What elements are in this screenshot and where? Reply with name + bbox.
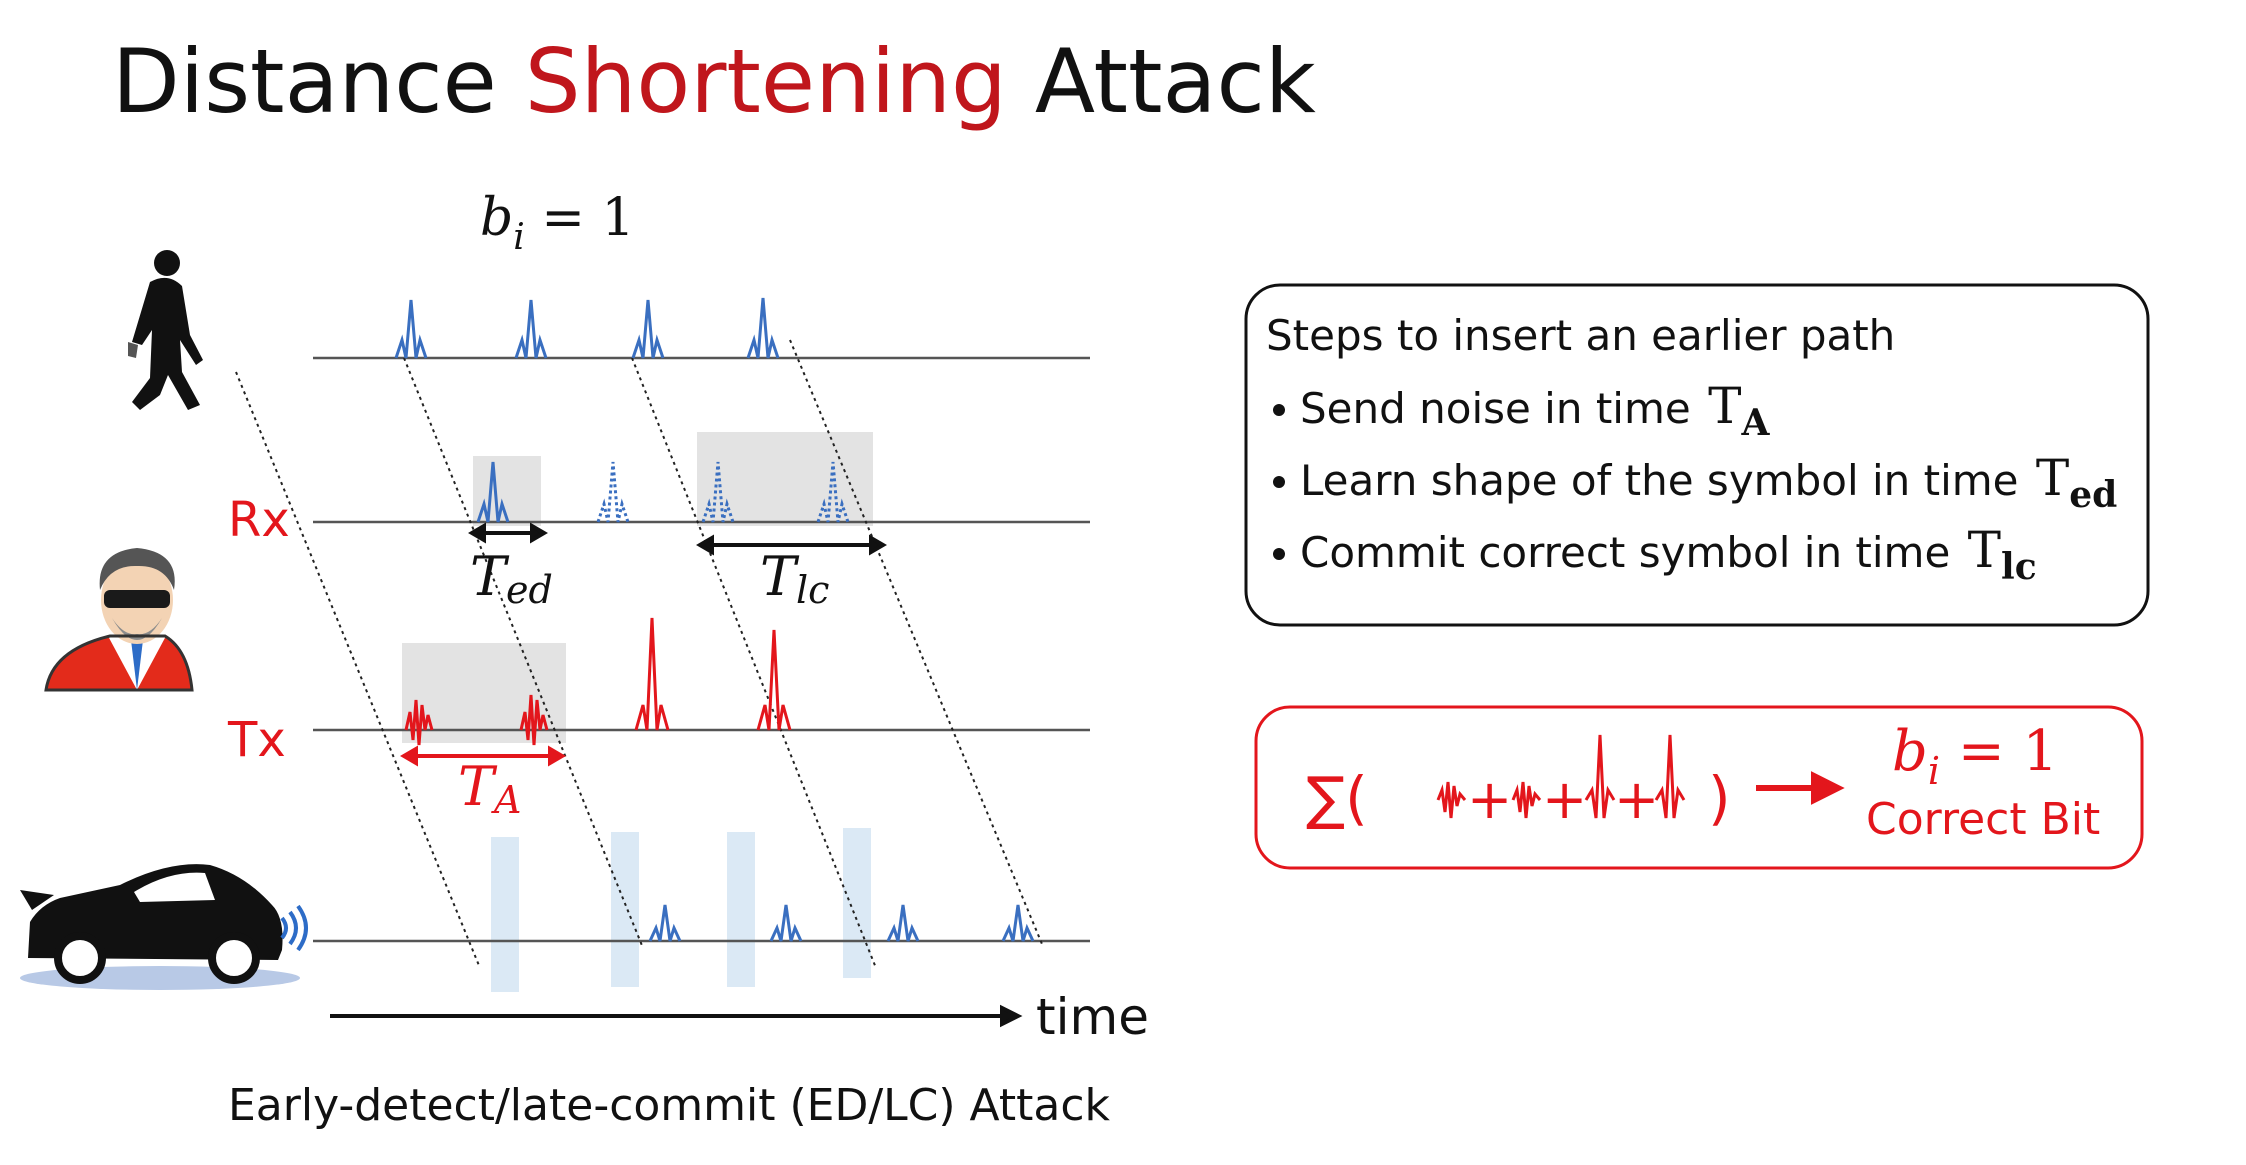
ta-arrow <box>400 745 566 767</box>
arrival-shade <box>491 837 519 992</box>
verifier-pulses <box>648 904 1035 942</box>
car-icon <box>20 864 308 990</box>
close-paren: ) <box>1708 764 1731 832</box>
propagation-lines <box>235 339 1043 969</box>
sum-box <box>1254 705 2144 870</box>
person-walking-icon <box>128 250 203 410</box>
plus-sign: + <box>1614 768 1659 831</box>
diagram-caption: Early-detect/late-commit (ED/LC) Attack <box>228 1080 1111 1131</box>
ted-label: Ted <box>470 545 553 612</box>
tlc-shade <box>697 432 873 526</box>
time-axis <box>330 1004 1023 1028</box>
ta-label: TA <box>458 755 521 822</box>
correct-bit-label: Correct Bit <box>1866 794 2100 845</box>
prover-pulses <box>394 297 780 359</box>
bullet-icon <box>1273 476 1285 488</box>
step-item: Commit correct symbol in time Tlc <box>1300 521 2037 588</box>
sigma-symbol: ∑( <box>1306 764 1368 832</box>
rx-label: Rx <box>228 492 290 548</box>
attacker-icon <box>44 548 194 692</box>
tlc-label: Tlc <box>760 545 829 612</box>
tlc-arrow <box>696 534 887 556</box>
result-bit: bi = 1 <box>1892 719 2058 793</box>
rx-pulses <box>476 461 850 523</box>
plus-sign: + <box>1467 768 1512 831</box>
bullet-icon <box>1273 548 1285 560</box>
summed-pulses <box>1436 734 1686 819</box>
arrival-shade <box>611 832 639 987</box>
arrival-shade <box>727 832 755 987</box>
arrival-shade <box>843 828 871 978</box>
tx-pulses <box>404 617 792 746</box>
tx-label: Tx <box>227 712 286 768</box>
page-title: Distance Shortening Attack <box>112 30 1316 133</box>
right-arrow-icon <box>1756 771 1845 805</box>
step-item: Learn shape of the symbol in time Ted <box>1300 449 2117 516</box>
steps-box <box>1244 283 2150 627</box>
bullet-icon <box>1273 404 1285 416</box>
ted-arrow <box>468 522 548 544</box>
bit-label: bi = 1 <box>480 188 635 258</box>
steps-list: Send noise in time TA Learn shape of the… <box>1273 377 2117 588</box>
step-item: Send noise in time TA <box>1300 377 1770 444</box>
time-label: time <box>1036 988 1149 1046</box>
steps-heading: Steps to insert an earlier path <box>1266 311 1895 360</box>
plus-sign: + <box>1542 768 1587 831</box>
